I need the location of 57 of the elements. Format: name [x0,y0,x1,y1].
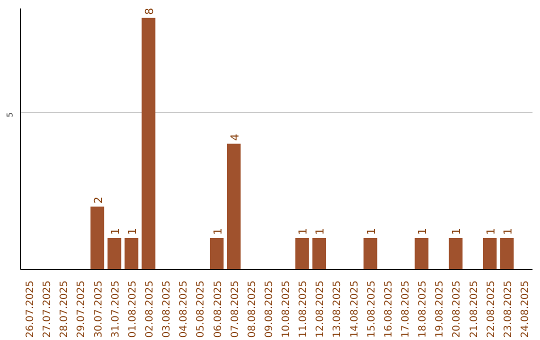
x-tick-label: 10.08.2025 [281,280,292,338]
data-label: 8 [143,8,156,15]
data-label: 1 [484,228,498,236]
x-tick-label: 16.08.2025 [383,280,394,338]
x-tick-label: 29.07.2025 [76,280,88,338]
x-tick-label: 12.08.2025 [315,280,326,338]
data-label: 1 [211,228,224,236]
x-tick-label: 05.08.2025 [196,280,207,338]
bar [414,238,428,270]
bar [227,144,241,270]
bar [364,238,378,270]
x-tick-label: 08.08.2025 [246,280,258,338]
data-label: 1 [416,228,430,236]
bar [142,18,156,270]
data-label: 2 [92,196,105,204]
bar [483,238,497,270]
x-tick-label: 27.07.2025 [42,280,54,338]
x-tick-label: 19.08.2025 [434,280,446,338]
x-tick-label: 02.08.2025 [144,280,156,338]
x-tick-label: 13.08.2025 [332,280,344,338]
x-tick-label: 23.08.2025 [502,280,514,338]
data-label: 1 [108,228,122,236]
x-tick-label: 20.08.2025 [452,280,463,338]
y-tick-label: 5 [6,112,14,118]
x-tick-label: 11.08.2025 [298,280,310,338]
x-tick-label: 31.07.2025 [110,280,122,338]
data-label: 1 [296,228,310,236]
x-tick-label: 07.08.2025 [230,280,241,338]
bar [295,238,309,270]
x-tick-label: 14.08.2025 [349,280,360,338]
x-tick-label: 26.07.2025 [25,280,36,338]
bar [90,206,104,270]
x-tick-label: 15.08.2025 [366,280,378,338]
x-tick-label: 09.08.2025 [264,280,275,338]
x-tick-label: 18.08.2025 [418,280,429,338]
bar [312,238,326,270]
bar [500,238,514,270]
bar [210,238,224,270]
x-tick-label: 01.08.2025 [127,280,138,338]
x-tick-label: 28.07.2025 [59,280,70,338]
data-label: 1 [450,228,464,236]
x-tick-label: 03.08.2025 [162,280,173,338]
bar [108,238,122,270]
data-label: 1 [314,228,327,236]
x-tick-label: 24.08.2025 [520,280,531,338]
x-tick-label: 30.07.2025 [93,280,104,338]
data-label: 4 [228,134,242,141]
data-label: 1 [364,228,378,236]
data-label: 1 [501,228,514,236]
x-tick-label: 06.08.2025 [212,280,224,338]
x-tick-label: 04.08.2025 [178,280,190,338]
x-tick-label: 17.08.2025 [400,280,412,338]
bar [448,238,463,270]
data-label: 1 [126,228,139,236]
x-tick-label: 21.08.2025 [468,280,480,338]
x-tick-label: 22.08.2025 [486,280,497,338]
bar [124,238,138,270]
